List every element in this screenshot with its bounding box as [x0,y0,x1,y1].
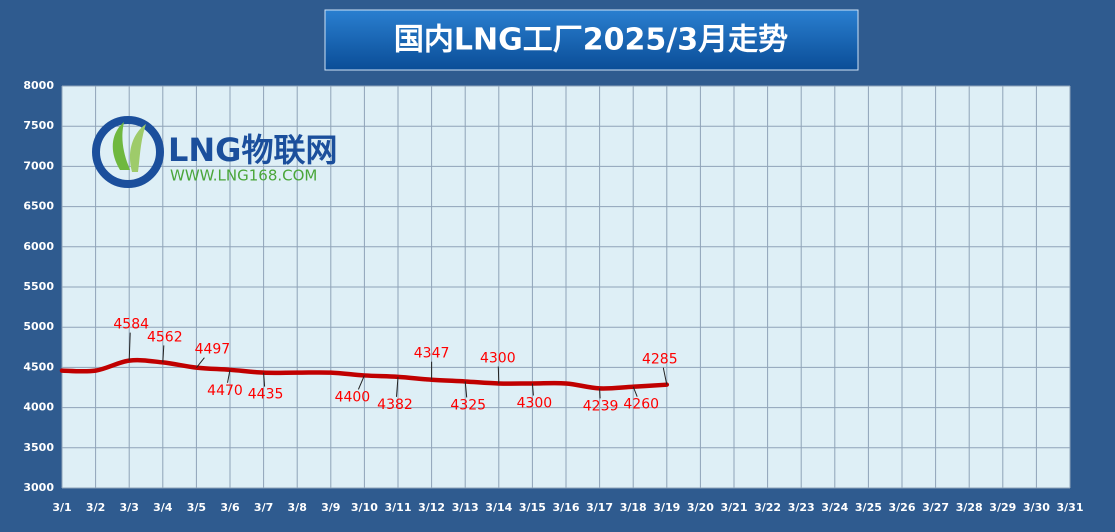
data-label: 4260 [623,397,659,413]
data-label: 4562 [147,329,183,345]
logo-ring [92,116,164,188]
x-tick-label: 3/17 [586,501,613,514]
x-tick-label: 3/13 [452,501,479,514]
y-tick-label: 7000 [23,159,54,172]
leader-line [357,375,365,390]
y-tick-label: 3500 [23,441,54,454]
data-label: 4497 [195,342,231,358]
leader-line [128,332,131,361]
leader-line [497,366,500,384]
x-tick-label: 3/9 [321,501,340,514]
x-tick-label: 3/30 [1023,501,1050,514]
data-label: 4239 [583,398,619,414]
data-label: 4300 [480,350,516,366]
x-tick-label: 3/15 [519,501,546,514]
x-tick-label: 3/28 [956,501,983,514]
x-tick-label: 3/4 [153,501,173,514]
leader-line [662,367,668,385]
x-tick-label: 3/12 [418,501,445,514]
leader-line [263,372,266,387]
x-tick-label: 3/18 [620,501,647,514]
chart-title: 国内LNG工厂2025/3月走势 [394,23,788,58]
data-label: 4400 [335,389,371,405]
data-label: 4300 [517,395,553,411]
logo-url: WWW.LNG168.COM [170,167,317,185]
x-tick-label: 3/26 [889,501,916,514]
leader-line [531,383,534,396]
x-tick-label: 3/2 [86,501,105,514]
leader-line [162,345,165,363]
data-label: 4470 [207,383,243,399]
y-tick-label: 6000 [23,240,54,253]
leader-line [196,357,205,368]
x-tick-label: 3/24 [821,501,848,514]
x-tick-label: 3/19 [653,501,680,514]
y-tick-label: 8000 [23,79,54,92]
data-label: 4584 [113,317,149,333]
x-tick-label: 3/6 [220,501,240,514]
x-tick-label: 3/8 [288,501,307,514]
data-label: 4435 [248,387,284,403]
data-label: 4347 [414,346,450,362]
y-tick-label: 5000 [23,320,54,333]
x-tick-label: 3/3 [120,501,139,514]
logo: LNG物联网 WWW.LNG168.COM [92,116,337,188]
x-tick-label: 3/20 [687,501,714,514]
y-tick-label: 4000 [23,401,54,414]
data-label: 4285 [642,352,678,368]
leader-line [632,386,638,397]
logo-name: LNG物联网 [168,131,337,169]
x-tick-label: 3/22 [754,501,781,514]
x-tick-label: 3/27 [922,501,949,514]
y-tick-label: 4500 [23,360,54,373]
x-tick-label: 3/25 [855,501,882,514]
y-tick-label: 6500 [23,200,54,213]
x-tick-label: 3/5 [187,501,206,514]
x-tick-label: 3/16 [553,501,580,514]
leader-line [396,376,399,397]
y-tick-label: 5500 [23,280,54,293]
x-tick-label: 3/7 [254,501,273,514]
leader-line [464,381,468,398]
x-tick-label: 3/29 [989,501,1016,514]
y-tick-label: 3000 [23,481,54,494]
leader-line [227,369,231,383]
x-tick-label: 3/21 [721,501,748,514]
data-label: 4382 [377,397,413,413]
data-label: 4325 [450,397,486,413]
x-tick-label: 3/11 [385,501,412,514]
x-tick-label: 3/31 [1057,501,1084,514]
x-tick-label: 3/10 [351,501,378,514]
logo-leaf [129,124,146,172]
title-box [324,9,859,71]
x-tick-label: 3/1 [52,501,71,514]
x-tick-label: 3/23 [788,501,815,514]
logo-leaf [112,122,130,170]
y-tick-label: 7500 [23,119,54,132]
leader-line [599,388,601,399]
x-tick-label: 3/14 [485,501,512,514]
